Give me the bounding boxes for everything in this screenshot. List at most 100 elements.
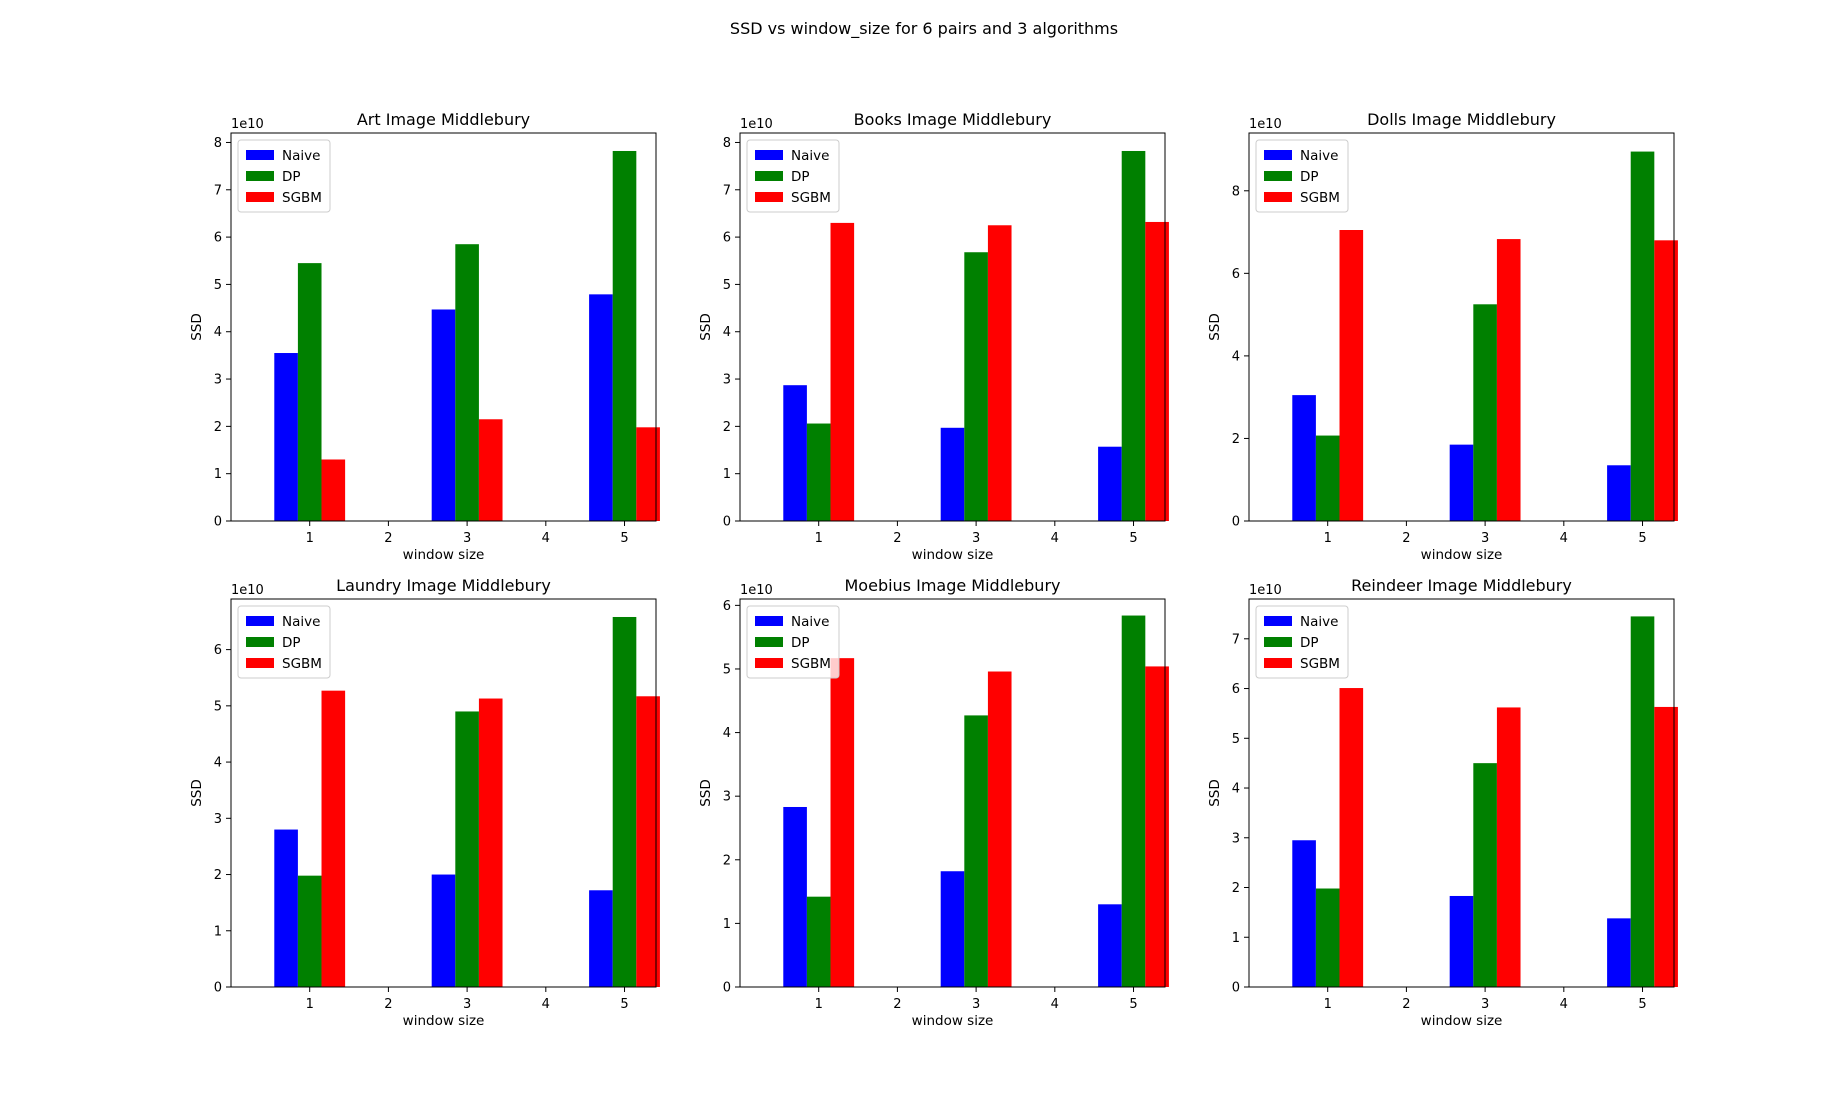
- y-tick-label: 2: [723, 853, 731, 868]
- bar-dp-w1: [1315, 435, 1340, 521]
- x-tick-label: 3: [463, 531, 471, 546]
- legend-label-sgbm: SGBM: [791, 190, 831, 206]
- legend: Naive DP SGBM: [1255, 605, 1349, 679]
- bar-dp-w1: [806, 423, 831, 521]
- y-tick-label: 4: [723, 325, 731, 340]
- bar-naive-w5: [1607, 465, 1631, 521]
- x-tick-label: 5: [620, 997, 628, 1012]
- x-tick-label: 3: [463, 997, 471, 1012]
- subplot-title: Art Image Middlebury: [357, 110, 530, 129]
- legend-swatch-sgbm: [1264, 192, 1292, 202]
- y-tick-label: 8: [214, 136, 222, 151]
- legend: Naive DP SGBM: [237, 605, 331, 679]
- bar-sgbm-w5: [1654, 706, 1678, 987]
- legend-label-dp: DP: [1300, 169, 1319, 185]
- x-tick-label: 5: [620, 531, 628, 546]
- bar-sgbm-w3: [1496, 239, 1521, 521]
- bar-naive-w5: [1607, 918, 1631, 987]
- y-tick-label: 5: [723, 278, 731, 293]
- bar-naive-w1: [274, 353, 298, 521]
- bar-dp-w1: [297, 875, 322, 987]
- bar-dp-w1: [806, 896, 831, 987]
- y-tick-label: 0: [214, 981, 222, 996]
- legend-label-sgbm: SGBM: [1300, 190, 1340, 206]
- x-tick-label: 3: [972, 531, 980, 546]
- bar-sgbm-w1: [321, 690, 346, 987]
- y-offset-text: 1e10: [1249, 583, 1282, 598]
- x-tick-label: 2: [893, 997, 901, 1012]
- legend-swatch-dp: [246, 171, 274, 181]
- subplot-laundry: Laundry Image Middlebury 1 2 3 4 5 window size…: [189, 576, 660, 1029]
- x-tick-label: 4: [1051, 531, 1059, 546]
- y-tick-label: 6: [1232, 682, 1240, 697]
- bar-naive-w3: [940, 427, 965, 521]
- y-tick-label: 3: [214, 373, 222, 388]
- x-tick-label: 4: [1051, 997, 1059, 1012]
- bar-naive-w1: [783, 385, 807, 521]
- axes-frame: [1248, 132, 1675, 522]
- y-tick-label: 4: [214, 325, 222, 340]
- bar-dp-w5: [612, 616, 637, 987]
- legend-swatch-sgbm: [1264, 658, 1292, 668]
- subplot-title: Dolls Image Middlebury: [1367, 110, 1556, 129]
- subplot-title: Laundry Image Middlebury: [336, 576, 551, 595]
- x-tick-label: 5: [1638, 997, 1646, 1012]
- y-offset-text: 1e10: [740, 583, 773, 598]
- x-tick-label: 1: [1324, 997, 1332, 1012]
- x-axis-label: window size: [912, 547, 994, 563]
- x-tick-label: 4: [1560, 997, 1568, 1012]
- y-tick-label: 6: [214, 231, 222, 246]
- bar-dp-w5: [1121, 150, 1146, 522]
- bar-naive-w3: [1449, 444, 1474, 521]
- subplot-moebius: Moebius Image Middlebury 1 2 3 4 5 window size…: [698, 576, 1169, 1029]
- legend-swatch-naive: [246, 616, 274, 626]
- subplot-reindeer: Reindeer Image Middlebury 1 2 3 4 5 window siz…: [1207, 576, 1678, 1029]
- legend-label-sgbm: SGBM: [282, 190, 322, 206]
- legend-swatch-naive: [1264, 616, 1292, 626]
- y-tick-label: 2: [723, 420, 731, 435]
- bar-dp-w1: [297, 263, 322, 521]
- legend-label-dp: DP: [1300, 635, 1319, 651]
- x-tick-label: 2: [384, 531, 392, 546]
- bar-naive-w3: [431, 874, 456, 987]
- y-tick-label: 0: [1232, 515, 1240, 530]
- bar-sgbm-w5: [1145, 221, 1169, 521]
- y-tick-label: 5: [214, 278, 222, 293]
- x-tick-label: 2: [893, 531, 901, 546]
- y-tick-label: 7: [1232, 632, 1240, 647]
- y-axis-label: SSD: [189, 779, 205, 807]
- bar-sgbm-w1: [830, 658, 855, 987]
- bar-naive-w1: [1292, 840, 1316, 987]
- x-tick-label: 3: [1481, 531, 1489, 546]
- subplot-dolls: Dolls Image Middlebury 1 2 3 4 5 window size 0 2…: [1207, 110, 1678, 563]
- y-axis-label: SSD: [1207, 779, 1223, 807]
- y-offset-text: 1e10: [1249, 117, 1282, 132]
- legend-label-naive: Naive: [1300, 148, 1338, 164]
- bar-sgbm-w3: [987, 225, 1012, 521]
- x-tick-label: 3: [972, 997, 980, 1012]
- y-tick-label: 5: [1232, 732, 1240, 747]
- legend-swatch-naive: [1264, 150, 1292, 160]
- axes-frame: [230, 598, 657, 988]
- y-tick-label: 3: [723, 790, 731, 805]
- bar-naive-w5: [589, 294, 613, 521]
- legend-label-dp: DP: [791, 635, 810, 651]
- y-tick-label: 7: [723, 183, 731, 198]
- bar-naive-w1: [783, 806, 807, 987]
- x-tick-label: 2: [1402, 997, 1410, 1012]
- x-tick-label: 5: [1638, 531, 1646, 546]
- x-axis-label: window size: [403, 1013, 485, 1029]
- x-tick-label: 1: [1324, 531, 1332, 546]
- y-tick-label: 3: [1232, 831, 1240, 846]
- y-tick-label: 0: [1232, 981, 1240, 996]
- bar-sgbm-w3: [1496, 707, 1521, 987]
- y-tick-label: 1: [214, 924, 222, 939]
- bar-dp-w3: [1473, 304, 1497, 521]
- legend-label-dp: DP: [791, 169, 810, 185]
- legend-label-sgbm: SGBM: [282, 656, 322, 672]
- y-tick-label: 1: [214, 467, 222, 482]
- legend-swatch-sgbm: [755, 658, 783, 668]
- axes-frame: [739, 598, 1166, 988]
- bar-dp-w5: [1630, 151, 1655, 521]
